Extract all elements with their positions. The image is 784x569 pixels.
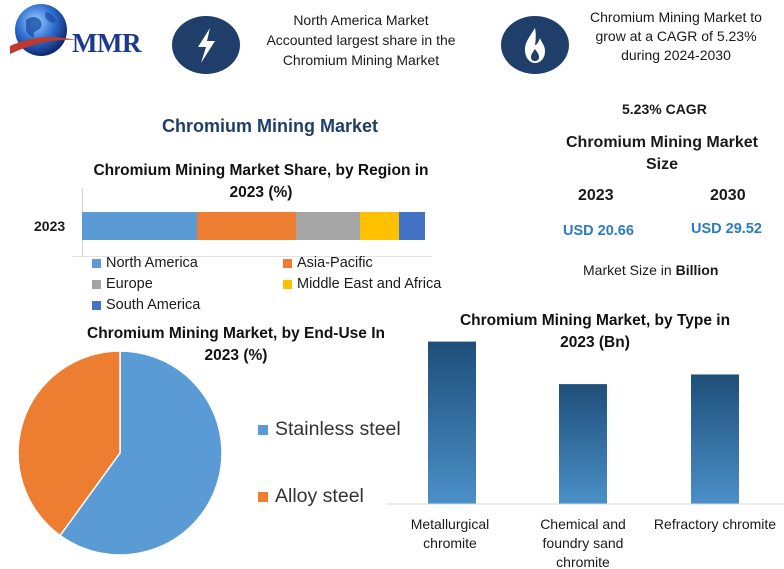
- size-note-prefix: Market Size in: [583, 262, 676, 278]
- legend-swatch: [258, 424, 268, 435]
- region-segment-south-america: [399, 212, 425, 240]
- size-value-2030: USD 29.52: [691, 221, 762, 237]
- legend-label: South America: [106, 297, 201, 313]
- cagr-value: 5.23% CAGR: [622, 101, 707, 117]
- legend-label: Asia-Pacific: [297, 255, 373, 271]
- legend-swatch: [92, 300, 101, 310]
- legend-label: Middle East and Africa: [297, 276, 442, 292]
- chart-title-line: Chromium Mining Market Share, by Region …: [93, 162, 429, 179]
- region-segment-north-america: [82, 212, 197, 240]
- size-title-line: Chromium Mining Market: [565, 134, 758, 151]
- type-chart-title: Chromium Mining Market, by Type in 2023 …: [430, 310, 760, 354]
- type-label-refractory: Refractory chromite: [646, 515, 784, 534]
- mmr-logo: MMR: [8, 2, 158, 64]
- pie-slice-stainless-steel: [58, 350, 223, 556]
- region-segment-europe: [296, 212, 360, 240]
- legend-label: North America: [106, 255, 198, 271]
- chart-title-line: 2023 (%): [229, 184, 293, 201]
- legend-stainless-steel: Stainless steel: [258, 418, 401, 441]
- type-label-line: Metallurgical: [410, 516, 490, 532]
- size-title-line: Size: [645, 156, 678, 173]
- type-bar-1: [428, 341, 476, 504]
- legend-north-america: North America: [92, 255, 198, 271]
- note-line: Chromium Mining Market: [282, 52, 440, 68]
- type-label-line: foundry sand: [542, 535, 624, 551]
- note-line: North America Market: [293, 12, 429, 28]
- cagr-note: Chromium Mining Market to grow at a CAGR…: [574, 8, 778, 65]
- legend-label: Europe: [106, 276, 153, 292]
- type-label-metallurgical: Metallurgical chromite: [396, 515, 504, 553]
- size-note-unit: Billion: [675, 262, 719, 278]
- type-bar-chart: [386, 341, 784, 505]
- market-size-title: Chromium Mining Market Size: [554, 132, 770, 176]
- type-label-line: chromite: [556, 554, 610, 569]
- logo-text: MMR: [72, 28, 141, 58]
- year-2030: 2030: [710, 187, 746, 204]
- note-line: Chromium Mining Market to: [590, 9, 762, 25]
- chart-title-line: Chromium Mining Market, by Type in: [459, 312, 731, 329]
- region-chart-title: Chromium Mining Market Share, by Region …: [60, 160, 462, 204]
- year-2023: 2023: [578, 187, 614, 204]
- legend-europe: Europe: [92, 276, 153, 292]
- region-segment-middle-east-and-africa: [359, 212, 400, 240]
- size-value-2023: USD 20.66: [563, 223, 634, 239]
- note-line: grow at a CAGR of 5.23%: [595, 28, 757, 44]
- type-bar-3: [691, 374, 739, 504]
- type-label-line: chromite: [423, 535, 477, 551]
- legend-swatch: [283, 258, 292, 268]
- type-label-line: Refractory chromite: [653, 516, 777, 532]
- region-segment-asia-pacific: [196, 212, 297, 240]
- chart-title-line: 2023 (%): [204, 347, 268, 364]
- chart-title-line: 2023 (Bn): [560, 334, 630, 351]
- legend-swatch: [92, 279, 101, 289]
- legend-asia-pacific: Asia-Pacific: [283, 255, 373, 271]
- legend-swatch: [283, 279, 292, 289]
- legend-middle-east-africa: Middle East and Africa: [283, 276, 441, 292]
- end-use-chart-title: Chromium Mining Market, by End-Use In 20…: [60, 323, 412, 367]
- note-line: Accounted largest share in the: [266, 32, 456, 48]
- legend-swatch: [92, 258, 101, 268]
- lightning-icon: [198, 28, 215, 63]
- region-stacked-bar: [82, 212, 425, 240]
- note-line: during 2024-2030: [621, 47, 731, 63]
- legend-swatch: [258, 491, 268, 502]
- region-chart-baseline: [72, 256, 432, 257]
- end-use-pie: [17, 350, 223, 556]
- lightning-badge: [172, 16, 240, 74]
- chart-title-line: Chromium Mining Market, by End-Use In: [87, 325, 385, 342]
- flame-badge: [501, 16, 569, 74]
- legend-alloy-steel: Alloy steel: [258, 485, 364, 508]
- region-bar-category: 2023: [34, 218, 66, 234]
- type-bar-2: [559, 384, 607, 504]
- flame-icon: [525, 28, 545, 63]
- globe-icon: [10, 4, 76, 56]
- pie-slice-alloy-steel: [17, 350, 121, 537]
- market-size-unit-note: Market Size in Billion: [583, 262, 718, 278]
- legend-label: Alloy steel: [275, 485, 364, 507]
- legend-south-america: South America: [92, 297, 200, 313]
- legend-label: Stainless steel: [275, 418, 401, 440]
- type-label-line: Chemical and: [540, 516, 626, 532]
- type-label-chemical: Chemical and foundry sand chromite: [528, 515, 638, 569]
- page-title: Chromium Mining Market: [161, 116, 378, 136]
- north-america-note: North America Market Accounted largest s…: [240, 10, 482, 70]
